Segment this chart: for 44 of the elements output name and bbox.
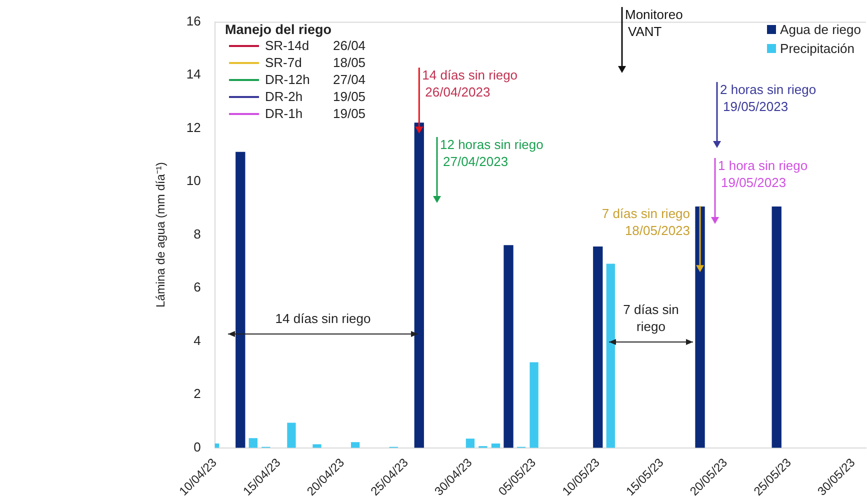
legend-label: Agua de riego	[780, 22, 861, 37]
y-tick-label: 8	[194, 226, 201, 242]
annotation: Monitoreo VANT	[625, 7, 683, 40]
annotation: 12 horas sin riego 27/04/2023	[440, 137, 544, 170]
y-tick-label: 4	[194, 332, 201, 348]
bar	[530, 362, 538, 448]
annotation: DR-12h	[265, 72, 311, 87]
bar	[414, 122, 424, 448]
bar	[504, 245, 514, 448]
bar	[695, 206, 705, 448]
y-tick-label: 16	[186, 13, 201, 28]
annotation: SR-14d	[265, 38, 310, 53]
annotation: Manejo del riego	[225, 22, 333, 37]
bar	[466, 438, 475, 448]
y-tick-label: 6	[194, 280, 201, 295]
bar	[236, 152, 246, 448]
bar	[772, 206, 782, 448]
annotation: 14 días sin riego	[275, 311, 371, 326]
annotation: 14 días sin riego 26/04/2023	[422, 68, 518, 100]
annotation: SR-7d	[265, 55, 303, 70]
annotation: 19/05	[333, 106, 366, 121]
bar	[287, 422, 296, 448]
bar	[248, 438, 258, 448]
bar	[491, 443, 500, 448]
annotation: 26/04	[333, 38, 366, 53]
y-tick-label: 12	[186, 120, 201, 135]
bar	[350, 442, 360, 448]
bar	[606, 264, 615, 448]
annotation: 2 horas sin riego 19/05/2023	[720, 82, 816, 114]
annotation: 27/04	[333, 72, 366, 87]
y-tick-label: 10	[186, 173, 201, 188]
legend-label: Precipitación	[780, 41, 854, 56]
annotation: 7 días sin riego	[623, 302, 679, 334]
y-tick-label: 14	[186, 66, 201, 82]
annotation: 19/05	[333, 89, 366, 104]
annotation: DR-1h	[265, 106, 304, 121]
y-tick-label: 0	[194, 439, 201, 454]
annotation: DR-2h	[265, 89, 304, 104]
bar	[593, 246, 603, 448]
annotation: 1 hora sin riego 19/05/2023	[718, 158, 808, 190]
y-axis-title: Lámina de agua (mm día⁻¹)	[154, 162, 168, 308]
y-tick-label: 2	[194, 386, 201, 402]
annotation: 7 días sin riego 18/05/2023	[602, 206, 690, 238]
annotation: 18/05	[333, 55, 366, 70]
